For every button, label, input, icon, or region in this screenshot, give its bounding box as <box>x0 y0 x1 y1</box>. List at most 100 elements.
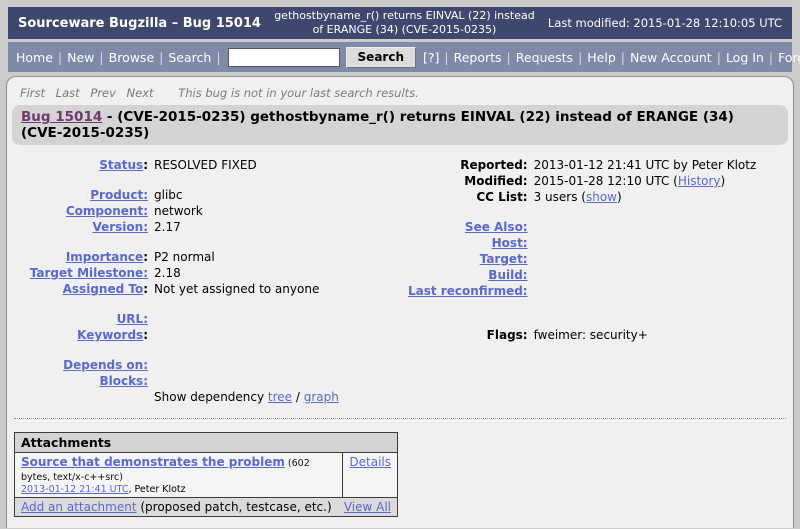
target-milestone-label-link[interactable]: Target Milestone: <box>29 266 148 280</box>
dependency-links-row: Show dependency tree / graph <box>8 389 339 405</box>
last-modified: Last modified: 2015-01-28 12:10:05 UTC <box>547 16 782 30</box>
history-link[interactable]: History <box>677 174 721 188</box>
keywords-label-link[interactable]: Keywords <box>77 328 144 342</box>
url-value <box>148 311 339 327</box>
status-label-link[interactable]: Status <box>99 158 144 172</box>
version-label-link[interactable]: Version: <box>92 220 148 234</box>
field-row-component: Component: network <box>8 203 339 219</box>
field-row-host: Host: <box>408 235 756 251</box>
attachment-date-link[interactable]: 2013-01-12 21:41 UTC <box>21 484 129 495</box>
field-row-product: Product: glibc <box>8 187 339 203</box>
field-row-build: Build: <box>408 267 756 283</box>
attachment-row: Source that demonstrates the problem (60… <box>13 452 398 498</box>
attachment-author: , Peter Klotz <box>128 484 186 495</box>
component-label-link[interactable]: Component: <box>65 204 148 218</box>
separator: | <box>216 49 221 65</box>
nav-new[interactable]: New <box>67 49 95 65</box>
version-value: 2.17 <box>154 220 181 234</box>
product-label-link[interactable]: Product: <box>90 188 148 202</box>
reported-label: Reported: <box>460 158 528 172</box>
field-row-keywords: Keywords: <box>8 327 339 343</box>
assigned-to-label-link[interactable]: Assigned To <box>62 282 144 296</box>
field-row-version: Version: 2.17 <box>8 219 339 235</box>
field-row-target-milestone: Target Milestone: 2.18 <box>8 265 339 281</box>
nav-log-in[interactable]: Log In <box>725 49 764 65</box>
field-row-cc-list: CC List: 3 users (show) <box>408 189 756 205</box>
attachments-header: Attachments <box>14 432 398 453</box>
dependency-tree-link[interactable]: tree <box>267 390 293 404</box>
component-value: network <box>154 204 203 218</box>
bug-content-box: First Last Prev Next This bug is not in … <box>6 76 794 528</box>
target-label-link[interactable]: Target: <box>479 252 528 266</box>
bug-title-separator: - <box>102 109 118 125</box>
attachments-footer-row: Add an attachment (proposed patch, testc… <box>14 497 398 517</box>
nav-reports[interactable]: Reports <box>453 49 502 65</box>
importance-value: P2 normal <box>154 250 215 264</box>
nav-new-account[interactable]: New Account <box>630 49 712 65</box>
importance-label-link[interactable]: Importance <box>65 250 144 264</box>
see-also-label-link[interactable]: See Also: <box>464 220 528 234</box>
dependency-graph-link[interactable]: graph <box>303 390 339 404</box>
add-attachment-note: (proposed patch, testcase, etc.) <box>136 500 332 514</box>
field-row-last-reconfirmed: Last reconfirmed: <box>408 283 756 299</box>
nav-home[interactable]: Home <box>16 49 53 65</box>
attachment-meta: (602 bytes, text/x-c++src) <box>21 458 310 483</box>
separator: | <box>716 49 721 65</box>
nav-requests[interactable]: Requests <box>515 49 574 65</box>
blocks-value <box>148 373 339 389</box>
blocks-label-link[interactable]: Blocks: <box>99 374 148 388</box>
host-label-link[interactable]: Host: <box>491 236 528 250</box>
reported-value: 2013-01-12 21:41 UTC by Peter Klotz <box>533 158 757 172</box>
separator: | <box>620 49 625 65</box>
nav-help[interactable]: Help <box>587 49 616 65</box>
product-value: glibc <box>154 188 183 202</box>
separator: | <box>506 49 511 65</box>
url-label-link[interactable]: URL: <box>116 312 148 326</box>
flags-value: fweimer: security+ <box>533 328 648 342</box>
cc-show-link[interactable]: show <box>585 190 617 204</box>
bug-fields: Status: RESOLVED FIXED Product: glibc Co… <box>8 157 792 405</box>
separator: | <box>578 49 583 65</box>
add-attachment-link[interactable]: Add an attachment <box>21 500 137 514</box>
attachment-details-link[interactable]: Details <box>349 455 391 469</box>
attachment-title-link[interactable]: Source that demonstrates the problem <box>21 455 285 469</box>
bug-id-link[interactable]: Bug 15014 <box>21 109 103 125</box>
nav-search[interactable]: Search <box>168 49 212 65</box>
separator: | <box>444 49 449 65</box>
field-row-reported: Reported: 2013-01-12 21:41 UTC by Peter … <box>408 157 756 173</box>
modified-value: 2015-01-28 12:10 UTC (History) <box>533 174 726 188</box>
bug-title-bar: Bug 15014 - (CVE-2015-0235) gethostbynam… <box>12 105 788 145</box>
dependency-text: Show dependency <box>154 390 268 404</box>
search-button[interactable]: Search <box>345 46 416 68</box>
cc-list-value: 3 users (show) <box>533 190 622 204</box>
depends-on-value <box>148 357 339 373</box>
note-fieldset: Note You need to log in before you can c… <box>10 527 412 528</box>
modified-label: Modified: <box>464 174 528 188</box>
depends-on-label-link[interactable]: Depends on: <box>63 358 148 372</box>
keywords-value <box>148 327 339 343</box>
pager-first: First <box>20 86 46 100</box>
separator: | <box>159 49 164 65</box>
last-reconfirmed-label-link[interactable]: Last reconfirmed: <box>408 284 528 298</box>
field-row-flags: Flags: fweimer: security+ <box>408 327 756 343</box>
quicksearch-help-link[interactable]: [?] <box>422 49 440 65</box>
bug-fields-right: Reported: 2013-01-12 21:41 UTC by Peter … <box>408 157 792 343</box>
search-results-message: This bug is not in your last search resu… <box>178 86 419 100</box>
field-row-depends-on: Depends on: <box>8 357 339 373</box>
separator: | <box>57 49 63 65</box>
pager-prev: Prev <box>90 86 116 100</box>
section-divider <box>14 418 786 419</box>
pager-last: Last <box>55 86 80 100</box>
view-all-link[interactable]: View All <box>343 500 391 514</box>
field-row-status: Status: RESOLVED FIXED <box>8 157 339 173</box>
nav-forgot-password[interactable]: Forgot Password <box>778 49 800 65</box>
nav-browse[interactable]: Browse <box>108 49 155 65</box>
app-title: Sourceware Bugzilla – Bug 15014 <box>18 15 261 31</box>
quicksearch-input[interactable] <box>227 47 340 67</box>
field-row-url: URL: <box>8 311 339 327</box>
bug-fields-left: Status: RESOLVED FIXED Product: glibc Co… <box>8 157 408 405</box>
field-row-importance: Importance: P2 normal <box>8 249 339 265</box>
field-row-blocks: Blocks: <box>8 373 339 389</box>
search-nav-bar: First Last Prev Next This bug is not in … <box>20 86 780 100</box>
build-label-link[interactable]: Build: <box>488 268 528 282</box>
